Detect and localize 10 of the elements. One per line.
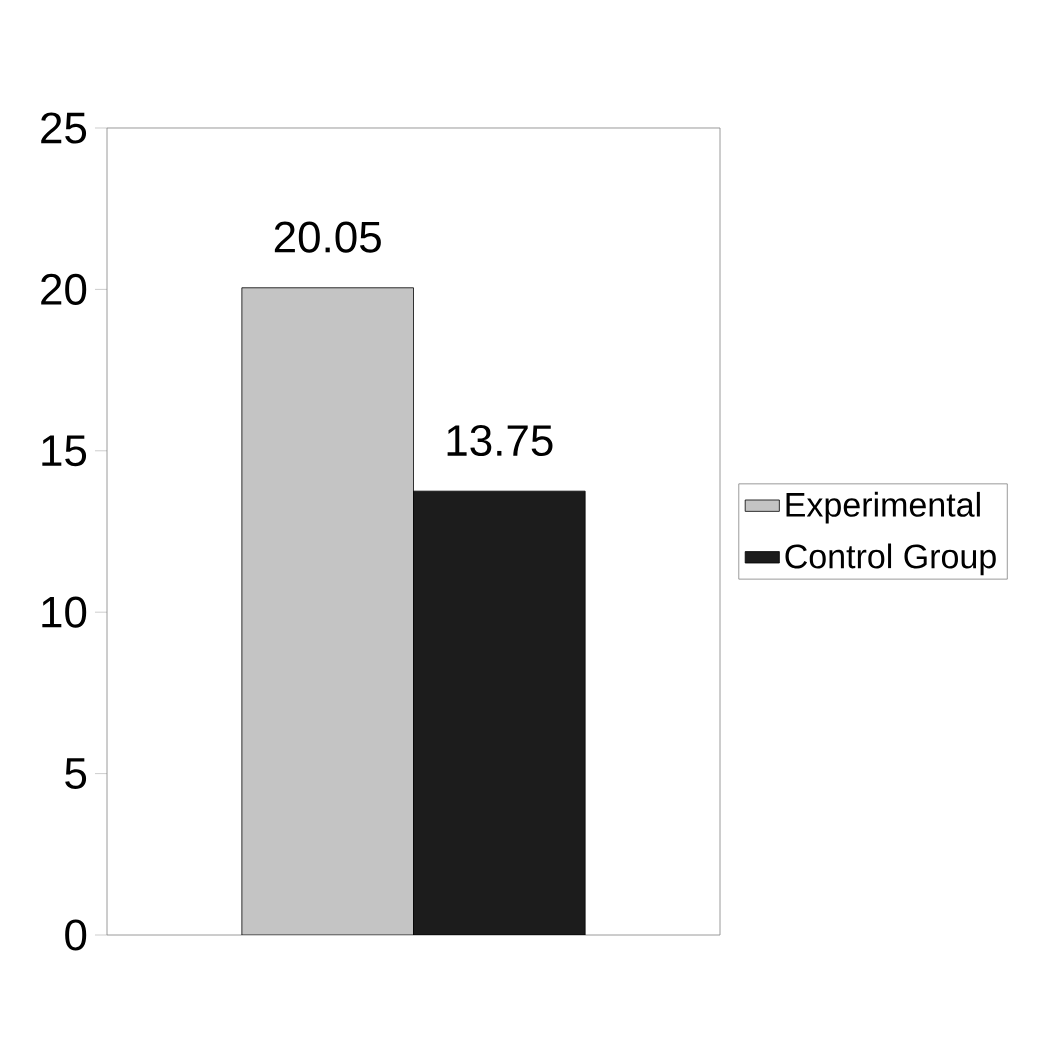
legend-label: Control Group [785,543,996,576]
y-tick-label: 5 [65,758,87,789]
data-label: 13.75 [447,424,553,457]
data-label: 20.05 [274,221,381,253]
y-tick-label: 10 [42,596,87,628]
y-tick-label: 0 [65,919,87,951]
y-tick-label: 15 [42,435,87,467]
y-tick-label: 20 [41,273,87,305]
legend-label: Experimental [786,491,980,524]
y-tick-label: 25 [41,112,87,144]
